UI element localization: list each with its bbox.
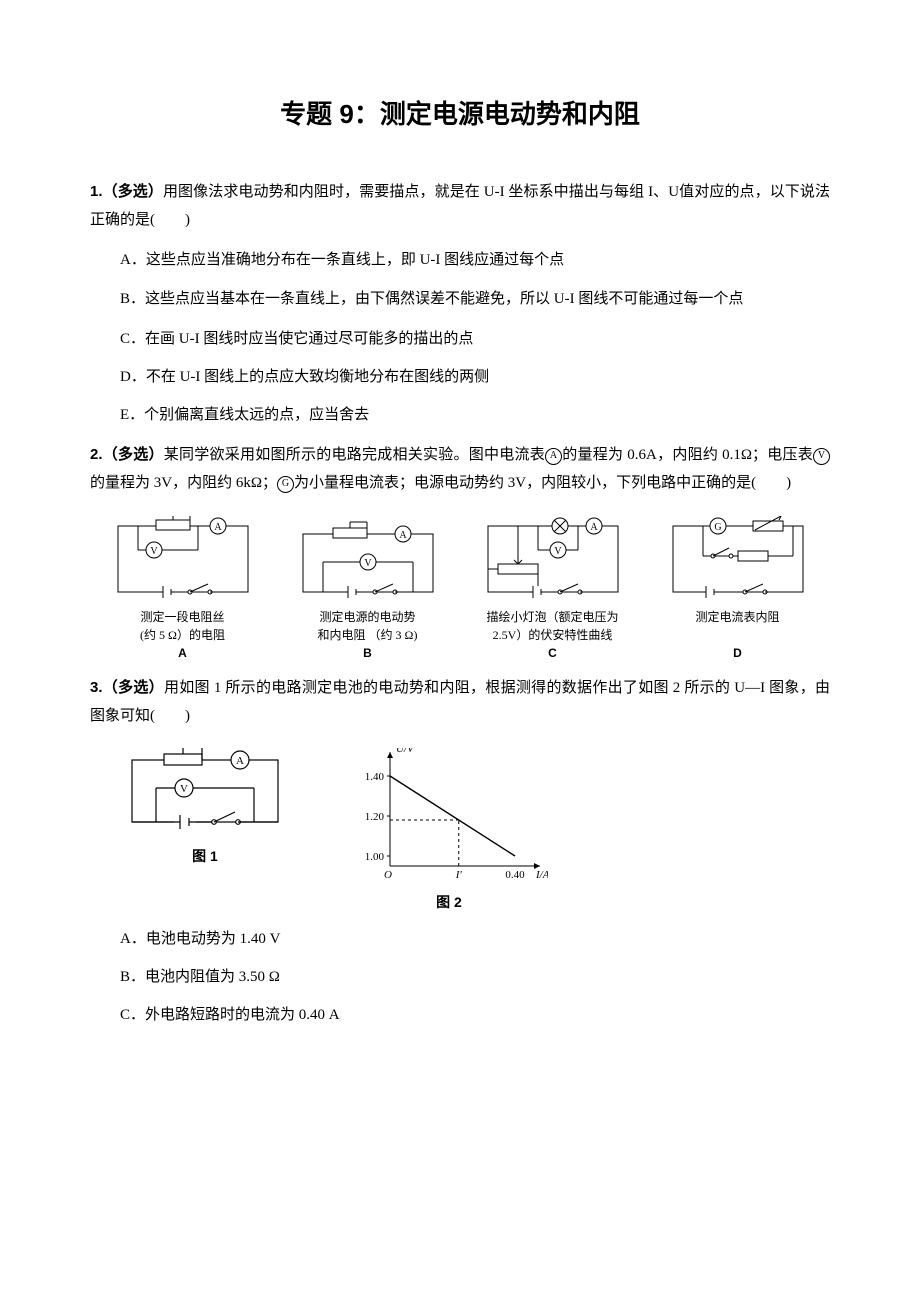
svg-text:V: V <box>150 546 158 557</box>
q2-fig-d: G 测定电流表内阻 D <box>663 516 813 662</box>
q2-c-cap1: 描绘小灯泡（额定电压为 <box>486 610 618 624</box>
svg-text:A: A <box>399 530 407 541</box>
svg-text:A: A <box>236 755 244 767</box>
galvanometer-symbol-icon: G <box>277 476 294 493</box>
q2-stem: 2.（多选）某同学欲采用如图所示的电路完成相关实验。图中电流表A的量程为 0.6… <box>90 441 830 498</box>
q2-a-cap2: (约 5 Ω）的电阻 <box>140 628 225 642</box>
q2-c-cap2: 2.5V）的伏安特性曲线 <box>493 628 613 642</box>
q2-c-lab: C <box>548 646 557 660</box>
q2-circuit-a-icon: A V <box>108 516 258 604</box>
q1-prefix: 1.（多选） <box>90 183 163 200</box>
q2-d-cap1: 测定电流表内阻 <box>695 610 779 624</box>
svg-text:O: O <box>384 869 392 881</box>
q1-stem-text: 用图像法求电动势和内阻时，需要描点，就是在 U-I 坐标系中描出与每组 I、U值… <box>90 184 830 228</box>
q3-circuit-icon: A V <box>120 748 290 838</box>
q2-stem-d: 为小量程电流表；电源电动势约 3V，内阻较小，下列电路中正确的是( ) <box>294 475 791 491</box>
svg-text:V: V <box>364 558 372 569</box>
q3-fig2: 1.00 1.20 1.40 O I' 0.40 U/V I/A 图 2 <box>350 748 548 916</box>
q2-stem-a: 某同学欲采用如图所示的电路完成相关实验。图中电流表 <box>164 447 545 463</box>
svg-text:I': I' <box>455 869 463 881</box>
q3-fig1: A V 图 1 <box>120 748 290 916</box>
q3-fig1-label: 图 1 <box>120 844 290 870</box>
q2-a-lab: A <box>178 646 187 660</box>
q2-b-cap2: 和内电阻 （约 3 Ω) <box>318 628 418 642</box>
q3-figures: A V 图 1 1.00 1.20 1.40 O I' 0.40 U/V I/A 图 2 <box>120 748 830 916</box>
svg-text:1.20: 1.20 <box>365 811 385 823</box>
q3-prefix: 3.（多选） <box>90 679 164 696</box>
page-title: 专题 9：测定电源电动势和内阻 <box>90 90 830 138</box>
ammeter-symbol-icon: A <box>545 448 562 465</box>
svg-text:U/V: U/V <box>396 748 415 755</box>
svg-text:V: V <box>180 783 188 795</box>
q1-stem: 1.（多选）用图像法求电动势和内阻时，需要描点，就是在 U-I 坐标系中描出与每… <box>90 178 830 235</box>
q3-opt-a: A．电池电动势为 1.40 V <box>120 926 830 954</box>
q2-b-lab: B <box>363 646 372 660</box>
svg-text:0.40: 0.40 <box>505 869 525 881</box>
q2-figures: A V 测定一段电阻丝 (约 5 Ω）的电阻 A <box>90 516 830 662</box>
svg-text:I/A: I/A <box>535 869 548 881</box>
q2-stem-c: 的量程为 3V，内阻约 6kΩ； <box>90 475 277 491</box>
q2-prefix: 2.（多选） <box>90 446 164 463</box>
svg-text:1.00: 1.00 <box>365 851 385 863</box>
q1-opt-d: D．不在 U-I 图线上的点应大致均衡地分布在图线的两侧 <box>120 364 830 392</box>
q2-a-cap1: 测定一段电阻丝 <box>140 610 224 624</box>
q3-opt-c: C．外电路短路时的电流为 0.40 A <box>120 1002 830 1030</box>
q2-fig-c: A V 描绘小灯泡（额定电压为 2.5V）的伏安特性曲线 C <box>478 516 628 662</box>
q2-d-lab: D <box>733 646 742 660</box>
q2-circuit-b-icon: A V <box>293 516 443 604</box>
q1-opt-a: A．这些点应当准确地分布在一条直线上，即 U-I 图线应通过每个点 <box>120 247 830 275</box>
q2-fig-a: A V 测定一段电阻丝 (约 5 Ω）的电阻 A <box>108 516 258 662</box>
voltmeter-symbol-icon: V <box>813 448 830 465</box>
q1-opt-c: C．在画 U-I 图线时应当使它通过尽可能多的描出的点 <box>120 326 830 354</box>
svg-text:A: A <box>214 522 222 533</box>
svg-text:1.40: 1.40 <box>365 771 385 783</box>
q2-b-cap1: 测定电源的电动势 <box>319 610 415 624</box>
q3-stem-text: 用如图 1 所示的电路测定电池的电动势和内阻，根据测得的数据作出了如图 2 所示… <box>90 680 830 724</box>
svg-text:V: V <box>554 546 562 557</box>
q2-circuit-c-icon: A V <box>478 516 628 604</box>
q3-opt-b: B．电池内阻值为 3.50 Ω <box>120 964 830 992</box>
svg-text:G: G <box>714 522 721 533</box>
q2-fig-b: A V 测定电源的电动势和内电阻 （约 3 Ω) B <box>293 516 443 662</box>
q1-opt-b: B．这些点应当基本在一条直线上，由下偶然误差不能避免，所以 U-I 图线不可能通… <box>120 286 830 314</box>
q3-stem: 3.（多选）用如图 1 所示的电路测定电池的电动势和内阻，根据测得的数据作出了如… <box>90 674 830 731</box>
q3-chart: 1.00 1.20 1.40 O I' 0.40 U/V I/A <box>350 748 548 884</box>
q3-fig2-label: 图 2 <box>350 890 548 916</box>
q2-stem-b: 的量程为 0.6A，内阻约 0.1Ω；电压表 <box>562 447 813 463</box>
q1-opt-b-text: B．这些点应当基本在一条直线上，由下偶然误差不能避免，所以 U-I 图线不可能通… <box>120 291 743 307</box>
q2-circuit-d-icon: G <box>663 516 813 604</box>
svg-text:A: A <box>590 522 598 533</box>
q1-opt-e: E．个别偏离直线太远的点，应当舍去 <box>120 402 830 430</box>
